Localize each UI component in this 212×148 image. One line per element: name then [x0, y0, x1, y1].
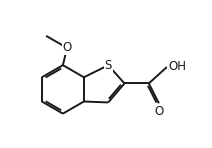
Text: S: S [105, 59, 112, 72]
Text: O: O [63, 41, 72, 54]
Text: OH: OH [168, 60, 186, 73]
Text: O: O [154, 105, 163, 118]
